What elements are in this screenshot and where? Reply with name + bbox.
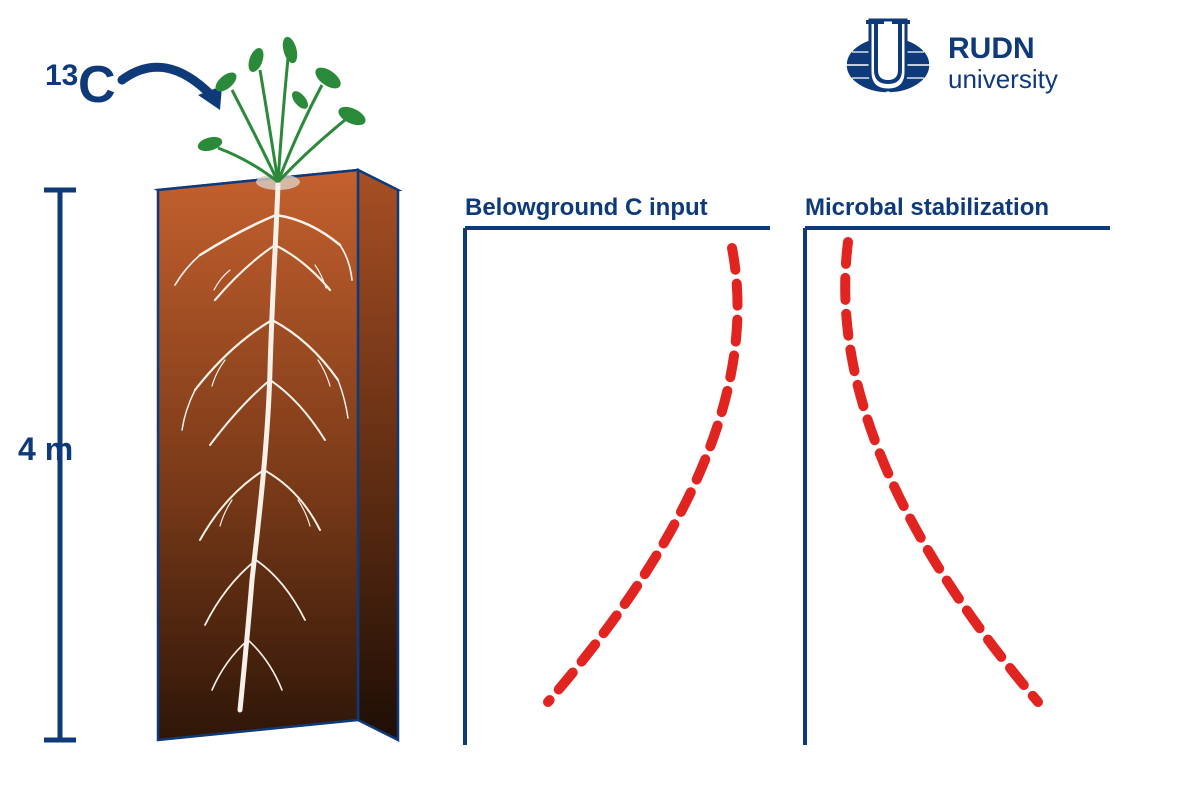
chart1-curve <box>548 248 738 702</box>
arrow-icon <box>122 67 222 110</box>
scale-label: 4 m <box>18 431 73 467</box>
chart1-title: Belowground C input <box>465 194 708 221</box>
isotope-label: 13 C <box>45 56 116 114</box>
isotope-element: C <box>78 56 116 114</box>
isotope-superscript: 13 <box>45 59 78 92</box>
chart-belowground-c-input: Belowground C input <box>465 194 770 745</box>
logo-text-line1: RUDN <box>948 32 1035 65</box>
scale-bar: 4 m <box>18 190 76 740</box>
chart-microbial-stabilization: Microbal stabilization <box>805 194 1110 745</box>
chart2-title: Microbal stabilization <box>805 194 1049 221</box>
rudn-logo: RUDN university <box>846 20 1058 94</box>
chart2-curve <box>845 242 1038 702</box>
soil-column <box>158 170 398 740</box>
logo-text-line2: university <box>948 64 1058 94</box>
plant <box>197 36 368 182</box>
